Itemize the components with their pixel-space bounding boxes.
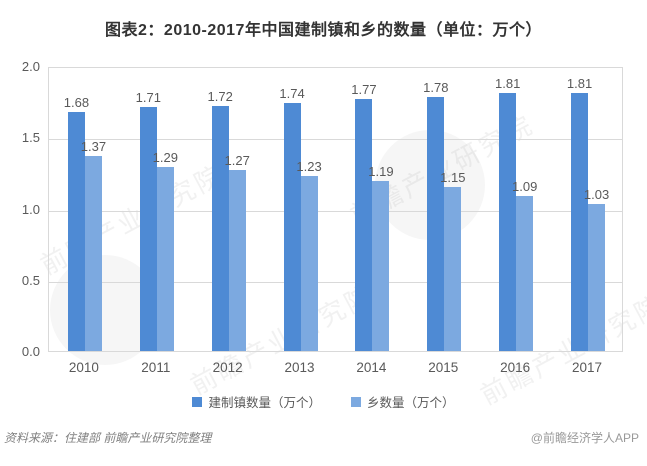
bar: [499, 93, 517, 351]
plot-area: 1.68 1.37 1.71 1.29 1.72 1.27 1.74 1.23 1.77 1.19…: [48, 67, 623, 352]
bar-group: 1.81 1.03: [552, 68, 624, 351]
bar: [84, 155, 102, 351]
legend-swatch: [351, 396, 361, 407]
bar: [156, 167, 174, 351]
bar-group: 1.77 1.19: [337, 68, 409, 351]
y-tick-label: 1.5: [21, 130, 40, 146]
bar-group: 1.74 1.23: [265, 68, 337, 351]
bar: [355, 98, 373, 351]
x-tick-label: 2012: [212, 360, 243, 375]
bar-group: 1.72 1.27: [193, 68, 265, 351]
y-tick-label: 1.0: [21, 201, 40, 217]
x-tick-label: 2011: [141, 360, 171, 375]
bar: [211, 105, 229, 351]
legend: 建制镇数量（万个） 乡数量（万个）: [0, 392, 647, 411]
bar-value-label: 1.29: [152, 150, 178, 166]
bar-value-label: 1.71: [135, 90, 161, 106]
legend-item: 乡数量（万个）: [351, 392, 455, 411]
bar: [139, 107, 157, 351]
bar: [300, 175, 318, 351]
bar: [427, 97, 445, 351]
gridline: [49, 139, 622, 141]
y-tick-label: 0.5: [21, 272, 40, 288]
bar-value-label: 1.03: [583, 187, 610, 203]
legend-swatch: [192, 396, 203, 407]
y-tick-label: 0.0: [21, 344, 40, 359]
bar-group: 1.78 1.15: [408, 68, 480, 351]
credit-note: @前瞻经济学人APP: [530, 431, 639, 445]
bar-value-label: 1.81: [566, 76, 593, 92]
bar-value-label: 1.27: [224, 153, 250, 169]
bar-value-label: 1.68: [63, 94, 90, 110]
bar-value-label: 1.78: [423, 80, 449, 96]
bar-value-label: 1.23: [296, 158, 322, 174]
bar: [67, 111, 85, 351]
bar: [372, 181, 390, 351]
y-tick-label: 2.0: [21, 59, 40, 74]
bar-value-label: 1.74: [279, 86, 305, 102]
bar: [516, 195, 534, 351]
bar: [571, 93, 589, 351]
bar: [588, 204, 606, 351]
chart-title: 图表2：2010-2017年中国建制镇和乡的数量（单位：万个）: [105, 22, 542, 39]
x-tick-label: 2014: [356, 360, 387, 375]
bar-value-label: 1.15: [440, 170, 466, 186]
bar-group: 1.71 1.29: [121, 68, 193, 351]
bar-value-label: 1.77: [351, 81, 377, 97]
bar-value-label: 1.09: [512, 178, 538, 194]
gridline: [49, 281, 622, 283]
bar-group: 1.68 1.37: [49, 68, 121, 351]
bar: [228, 170, 246, 351]
x-tick-label: 2010: [68, 360, 99, 375]
bar-value-label: 1.72: [207, 88, 233, 104]
gridline: [49, 210, 622, 212]
legend-item: 建制镇数量（万个）: [192, 392, 321, 411]
bar: [283, 103, 301, 351]
x-tick-label: 2017: [572, 360, 603, 375]
bar-group: 1.81 1.09: [480, 68, 552, 351]
legend-label: 建制镇数量（万个）: [208, 396, 321, 410]
x-tick-label: 2015: [428, 360, 459, 375]
bar: [444, 187, 462, 351]
bar-value-label: 1.19: [368, 164, 394, 180]
x-tick-label: 2013: [284, 360, 315, 375]
bar-value-label: 1.37: [80, 138, 107, 154]
legend-label: 乡数量（万个）: [367, 396, 455, 410]
x-tick-label: 2016: [500, 360, 531, 375]
bar-value-label: 1.81: [495, 76, 521, 92]
source-note: 资料来源：住建部 前瞻产业研究院整理: [4, 431, 212, 445]
